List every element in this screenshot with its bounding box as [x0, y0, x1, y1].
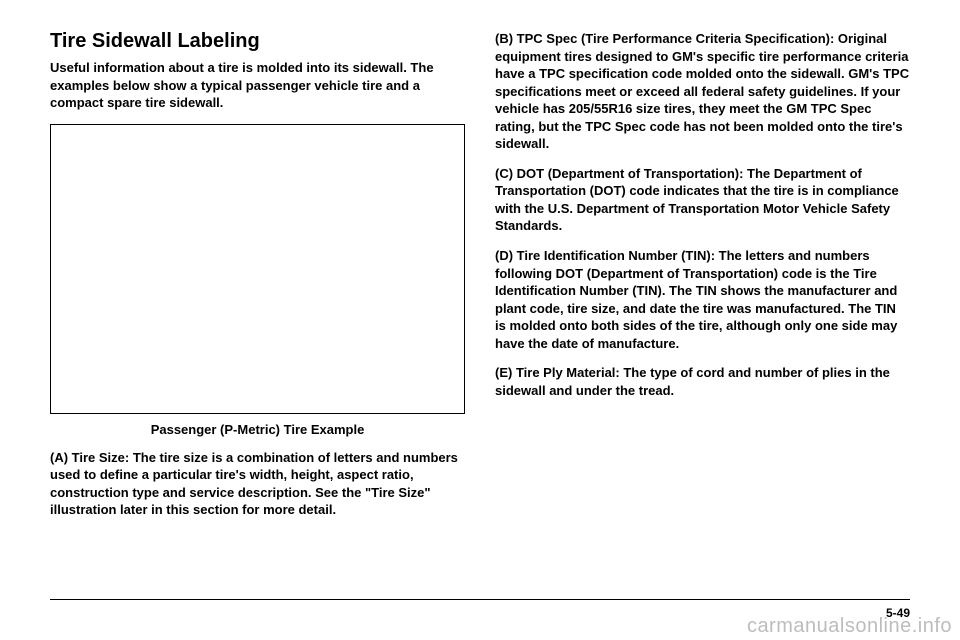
- tire-figure-placeholder: [50, 124, 465, 414]
- figure-caption: Passenger (P-Metric) Tire Example: [50, 422, 465, 437]
- left-column: Tire Sidewall Labeling Useful informatio…: [50, 30, 465, 531]
- section-heading: Tire Sidewall Labeling: [50, 30, 465, 53]
- footer-rule: [50, 599, 910, 600]
- right-column: (B) TPC Spec (Tire Performance Criteria …: [495, 30, 910, 531]
- watermark-text: carmanualsonline.info: [747, 615, 952, 638]
- paragraph-c: (C) DOT (Department of Transportation): …: [495, 165, 910, 235]
- intro-paragraph: Useful information about a tire is molde…: [50, 59, 465, 112]
- paragraph-e: (E) Tire Ply Material: The type of cord …: [495, 364, 910, 399]
- paragraph-b: (B) TPC Spec (Tire Performance Criteria …: [495, 30, 910, 153]
- page-content: Tire Sidewall Labeling Useful informatio…: [0, 0, 960, 541]
- paragraph-d: (D) Tire Identification Number (TIN): Th…: [495, 247, 910, 352]
- paragraph-a: (A) Tire Size: The tire size is a combin…: [50, 449, 465, 519]
